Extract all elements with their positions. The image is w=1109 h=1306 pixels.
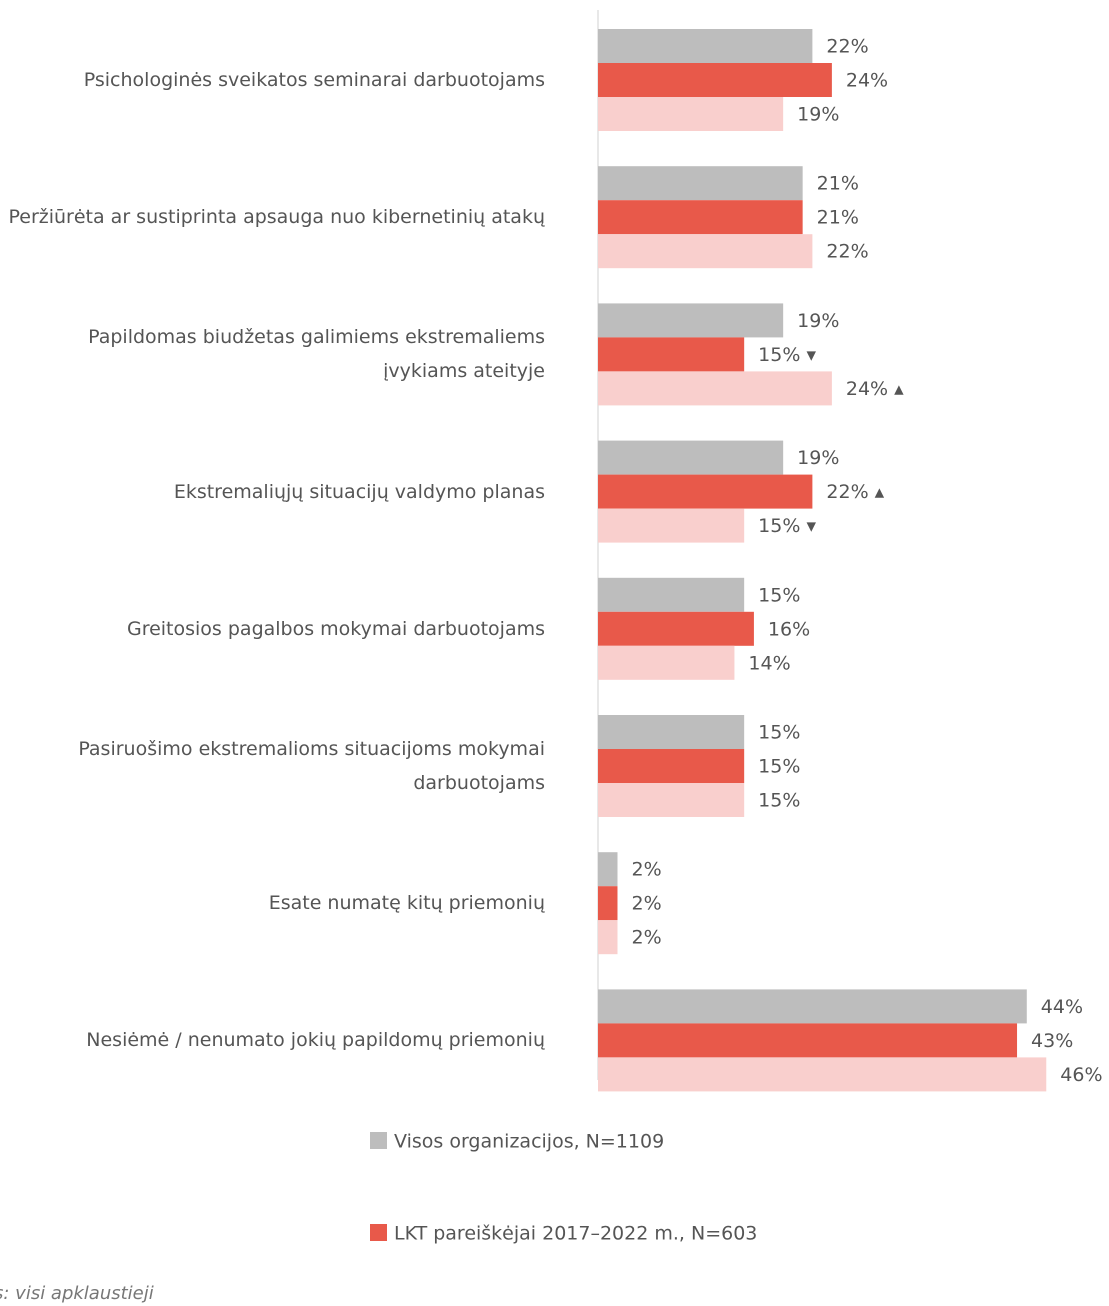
bar bbox=[598, 63, 832, 97]
value-label: 46% bbox=[1060, 1064, 1102, 1086]
bar bbox=[598, 1057, 1047, 1092]
bar bbox=[598, 440, 784, 475]
value-label: 15% ▾ bbox=[758, 515, 816, 537]
source-note: s: visi apklaustieji bbox=[0, 1283, 154, 1304]
bar bbox=[598, 989, 1027, 1024]
bar bbox=[598, 234, 813, 269]
bar bbox=[598, 577, 745, 612]
value-label: 24% bbox=[846, 70, 888, 92]
bar bbox=[598, 474, 813, 509]
value-label: 15% bbox=[758, 756, 800, 778]
bar bbox=[598, 508, 745, 543]
value-label: 14% bbox=[748, 652, 790, 674]
value-label: 16% bbox=[768, 618, 810, 640]
category-label: Psichologinės sveikatos seminarai darbuo… bbox=[83, 69, 545, 91]
bar bbox=[598, 97, 784, 131]
bar bbox=[598, 166, 803, 201]
value-label: 24% ▴ bbox=[846, 378, 904, 400]
value-label: 21% bbox=[817, 173, 859, 195]
value-label: 15% bbox=[758, 790, 800, 812]
bar bbox=[598, 715, 745, 749]
bar bbox=[598, 645, 735, 680]
category-label: Nesiėmė / nenumato jokių papildomų priem… bbox=[86, 1029, 545, 1052]
value-label: 44% bbox=[1041, 996, 1083, 1018]
category-label: Pasiruošimo ekstremalioms situacijoms mo… bbox=[78, 738, 545, 794]
category-label: Greitosios pagalbos mokymai darbuotojams bbox=[126, 617, 545, 640]
bar bbox=[598, 749, 745, 783]
bar bbox=[598, 200, 803, 235]
bar bbox=[598, 783, 745, 817]
value-label: 2% bbox=[631, 927, 661, 949]
bar bbox=[598, 29, 813, 63]
value-label: 19% bbox=[797, 447, 839, 469]
legend-label: LKT pareiškėjai 2017–2022 m., N=603 bbox=[394, 1223, 757, 1245]
bar bbox=[598, 371, 832, 406]
value-label: 22% bbox=[826, 36, 868, 58]
bar bbox=[598, 1023, 1018, 1058]
bar bbox=[598, 886, 618, 921]
value-label: 22% ▴ bbox=[826, 481, 884, 503]
legend-swatch bbox=[370, 1224, 387, 1241]
value-label: 22% bbox=[826, 241, 868, 263]
bar bbox=[598, 303, 784, 338]
value-label: 43% bbox=[1031, 1030, 1073, 1052]
value-label: 2% bbox=[631, 893, 661, 915]
value-label: 2% bbox=[631, 859, 661, 881]
value-label: 15% bbox=[758, 722, 800, 744]
category-label: Peržiūrėta ar sustiprinta apsauga nuo ki… bbox=[8, 206, 545, 229]
legend-swatch bbox=[370, 1132, 387, 1149]
legend-label: Visos organizacijos, N=1109 bbox=[394, 1131, 664, 1153]
value-label: 21% bbox=[817, 207, 859, 229]
category-label: Ekstremaliųjų situacijų valdymo planas bbox=[173, 480, 545, 503]
value-label: 19% bbox=[797, 310, 839, 332]
bar bbox=[598, 852, 618, 887]
value-label: 19% bbox=[797, 104, 839, 126]
value-label: 15% ▾ bbox=[758, 344, 816, 366]
bar bbox=[598, 611, 754, 646]
bar bbox=[598, 920, 618, 955]
bar bbox=[598, 337, 745, 372]
value-label: 15% bbox=[758, 584, 800, 606]
category-label: Papildomas biudžetas galimiems ekstremal… bbox=[88, 326, 545, 383]
category-label: Esate numatę kitų priemonių bbox=[268, 892, 545, 915]
